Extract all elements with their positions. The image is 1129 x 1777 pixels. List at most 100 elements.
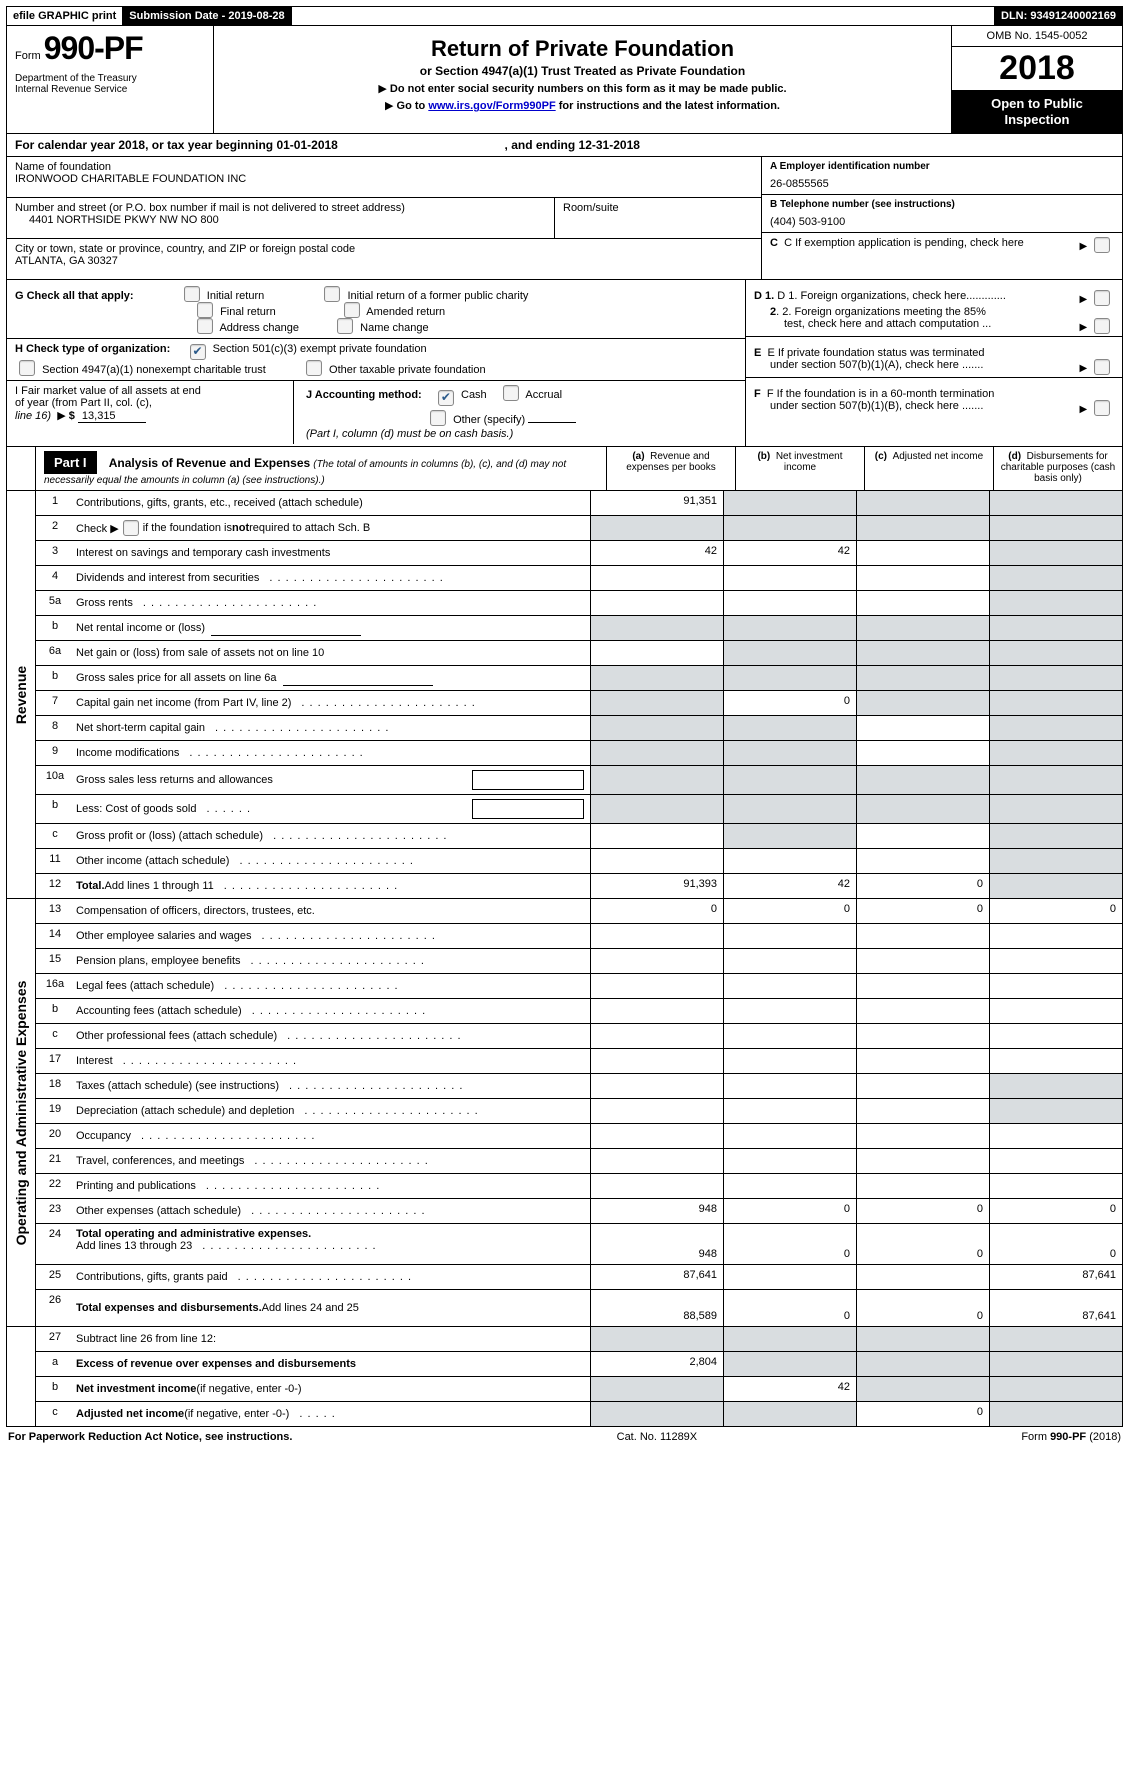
footer-right: Form 990-PF (2018) <box>1021 1431 1121 1443</box>
address-value: 4401 NORTHSIDE PKWY NW NO 800 <box>15 214 546 226</box>
row-20: 20Occupancy <box>36 1124 1122 1149</box>
header-left: Form 990-PF Department of the Treasury I… <box>7 26 214 133</box>
checkbox-address-change[interactable] <box>197 318 213 334</box>
omb-number: OMB No. 1545-0052 <box>952 26 1122 47</box>
line-j: J Accounting method: Cash Accrual Other … <box>294 385 737 440</box>
dept-line-1: Department of the Treasury <box>15 73 205 84</box>
expenses-section: Operating and Administrative Expenses 13… <box>6 899 1123 1327</box>
header-mid: Return of Private Foundation or Section … <box>214 26 951 133</box>
part-label: Part I <box>44 451 97 474</box>
irs-link[interactable]: www.irs.gov/Form990PF <box>428 100 555 112</box>
part-title-text: Analysis of Revenue and Expenses <box>109 456 310 470</box>
checkbox-other-method[interactable] <box>430 410 446 426</box>
checkbox-d1[interactable] <box>1094 290 1110 306</box>
fmv-value: 13,315 <box>78 410 146 423</box>
header-right: OMB No. 1545-0052 2018 Open to PublicIns… <box>951 26 1122 133</box>
row-4: 4 Dividends and interest from securities <box>36 566 1122 591</box>
opt-amended: Amended return <box>366 306 445 318</box>
checkbox-d2[interactable] <box>1094 318 1110 334</box>
part-1-header: Part I Analysis of Revenue and Expenses … <box>6 447 1123 491</box>
row-24: 24 Total operating and administrative ex… <box>36 1224 1122 1265</box>
opt-4947: Section 4947(a)(1) nonexempt charitable … <box>42 364 266 376</box>
dept-line-2: Internal Revenue Service <box>15 84 205 95</box>
footer-left: For Paperwork Reduction Act Notice, see … <box>8 1431 292 1443</box>
checkbox-accrual[interactable] <box>503 385 519 401</box>
col-a-header: (a) Revenue and expenses per books <box>606 447 735 490</box>
opt-final-return: Final return <box>220 306 276 318</box>
checkbox-initial-former[interactable] <box>324 286 340 302</box>
line-c-text: C If exemption application is pending, c… <box>784 237 1024 249</box>
open-to-public: Open to PublicInspection <box>952 90 1122 133</box>
checkbox-c[interactable] <box>1094 237 1110 253</box>
row-25: 25Contributions, gifts, grants paid87,64… <box>36 1265 1122 1290</box>
line-g-3: Address change Name change <box>15 318 737 334</box>
opt-501c3: Section 501(c)(3) exempt private foundat… <box>213 343 427 355</box>
opt-accrual: Accrual <box>525 389 562 401</box>
line-d1: D 1. D 1. Foreign organizations, check h… <box>754 290 1114 302</box>
top-bar: efile GRAPHIC print Submission Date - 20… <box>6 6 1123 26</box>
row-16a: 16aLegal fees (attach schedule) <box>36 974 1122 999</box>
checkbox-final-return[interactable] <box>197 302 213 318</box>
city-label: City or town, state or province, country… <box>15 243 753 255</box>
row-13: 13Compensation of officers, directors, t… <box>36 899 1122 924</box>
form-note-2: Go to www.irs.gov/Form990PF for instruct… <box>222 99 943 112</box>
opt-initial-former: Initial return of a former public charit… <box>347 290 528 302</box>
row-6a: 6a Net gain or (loss) from sale of asset… <box>36 641 1122 666</box>
city-value: ATLANTA, GA 30327 <box>15 255 753 267</box>
col-b-header: (b) Net investment income <box>735 447 864 490</box>
phone-label: B Telephone number (see instructions) <box>770 199 1114 210</box>
opt-cash: Cash <box>461 389 487 401</box>
row-12: 12 Total. Add lines 1 through 11 91,3934… <box>36 874 1122 898</box>
row-11: 11 Other income (attach schedule) <box>36 849 1122 874</box>
checkbox-f[interactable] <box>1094 400 1110 416</box>
options-block: G Check all that apply: Initial return I… <box>6 280 1123 447</box>
checkbox-e[interactable] <box>1094 359 1110 375</box>
checkbox-cash[interactable] <box>438 390 454 406</box>
row-21: 21Travel, conferences, and meetings <box>36 1149 1122 1174</box>
row-2: 2 Check ▶ if the foundation is not requi… <box>36 516 1122 541</box>
ein-value: 26-0855565 <box>770 178 1114 190</box>
form-title: Return of Private Foundation <box>222 36 943 62</box>
row-16c: cOther professional fees (attach schedul… <box>36 1024 1122 1049</box>
row-26: 26 Total expenses and disbursements. Add… <box>36 1290 1122 1326</box>
row-18: 18Taxes (attach schedule) (see instructi… <box>36 1074 1122 1099</box>
name-address-block: Name of foundation IRONWOOD CHARITABLE F… <box>6 157 1123 280</box>
checkbox-4947[interactable] <box>19 360 35 376</box>
checkbox-initial-return[interactable] <box>184 286 200 302</box>
room-label: Room/suite <box>563 202 753 214</box>
form-subtitle: or Section 4947(a)(1) Trust Treated as P… <box>222 64 943 78</box>
row-19: 19Depreciation (attach schedule) and dep… <box>36 1099 1122 1124</box>
row-1: 1 Contributions, gifts, grants, etc., re… <box>36 491 1122 516</box>
row-27b: bNet investment income (if negative, ent… <box>36 1377 1122 1402</box>
col-c-header: (c) Adjusted net income <box>864 447 993 490</box>
line-d2: 2. 2. Foreign organizations meeting the … <box>770 306 1114 330</box>
line-e: E E If private foundation status was ter… <box>754 347 1114 371</box>
row-10b: b Less: Cost of goods sold <box>36 795 1122 824</box>
revenue-side-label: Revenue <box>7 491 36 898</box>
row-8: 8 Net short-term capital gain <box>36 716 1122 741</box>
opt-other-method: Other (specify) <box>453 414 525 426</box>
footer-cat: Cat. No. 11289X <box>617 1431 698 1443</box>
row-27: 27Subtract line 26 from line 12: <box>36 1327 1122 1352</box>
foundation-name-label: Name of foundation <box>15 161 753 173</box>
line-g-2: Final return Amended return <box>15 302 737 318</box>
opt-other-taxable: Other taxable private foundation <box>329 364 486 376</box>
j-note: (Part I, column (d) must be on cash basi… <box>306 428 513 440</box>
checkbox-amended[interactable] <box>344 302 360 318</box>
line-f: F F If the foundation is in a 60-month t… <box>754 388 1114 412</box>
checkbox-501c3[interactable] <box>190 344 206 360</box>
page-footer: For Paperwork Reduction Act Notice, see … <box>6 1427 1123 1443</box>
form-header: Form 990-PF Department of the Treasury I… <box>6 26 1123 134</box>
checkbox-name-change[interactable] <box>337 318 353 334</box>
form-note-1: Do not enter social security numbers on … <box>222 82 943 95</box>
line-h: H Check type of organization: Section 50… <box>15 343 737 360</box>
line-c: C C If exemption application is pending,… <box>770 237 1114 249</box>
efile-label: efile GRAPHIC print <box>7 7 123 25</box>
row-7: 7 Capital gain net income (from Part IV,… <box>36 691 1122 716</box>
row-3: 3 Interest on savings and temporary cash… <box>36 541 1122 566</box>
row-5b: b Net rental income or (loss) <box>36 616 1122 641</box>
row-17: 17Interest <box>36 1049 1122 1074</box>
checkbox-schb[interactable] <box>123 520 139 536</box>
opt-name-change: Name change <box>360 322 429 334</box>
checkbox-other-taxable[interactable] <box>306 360 322 376</box>
